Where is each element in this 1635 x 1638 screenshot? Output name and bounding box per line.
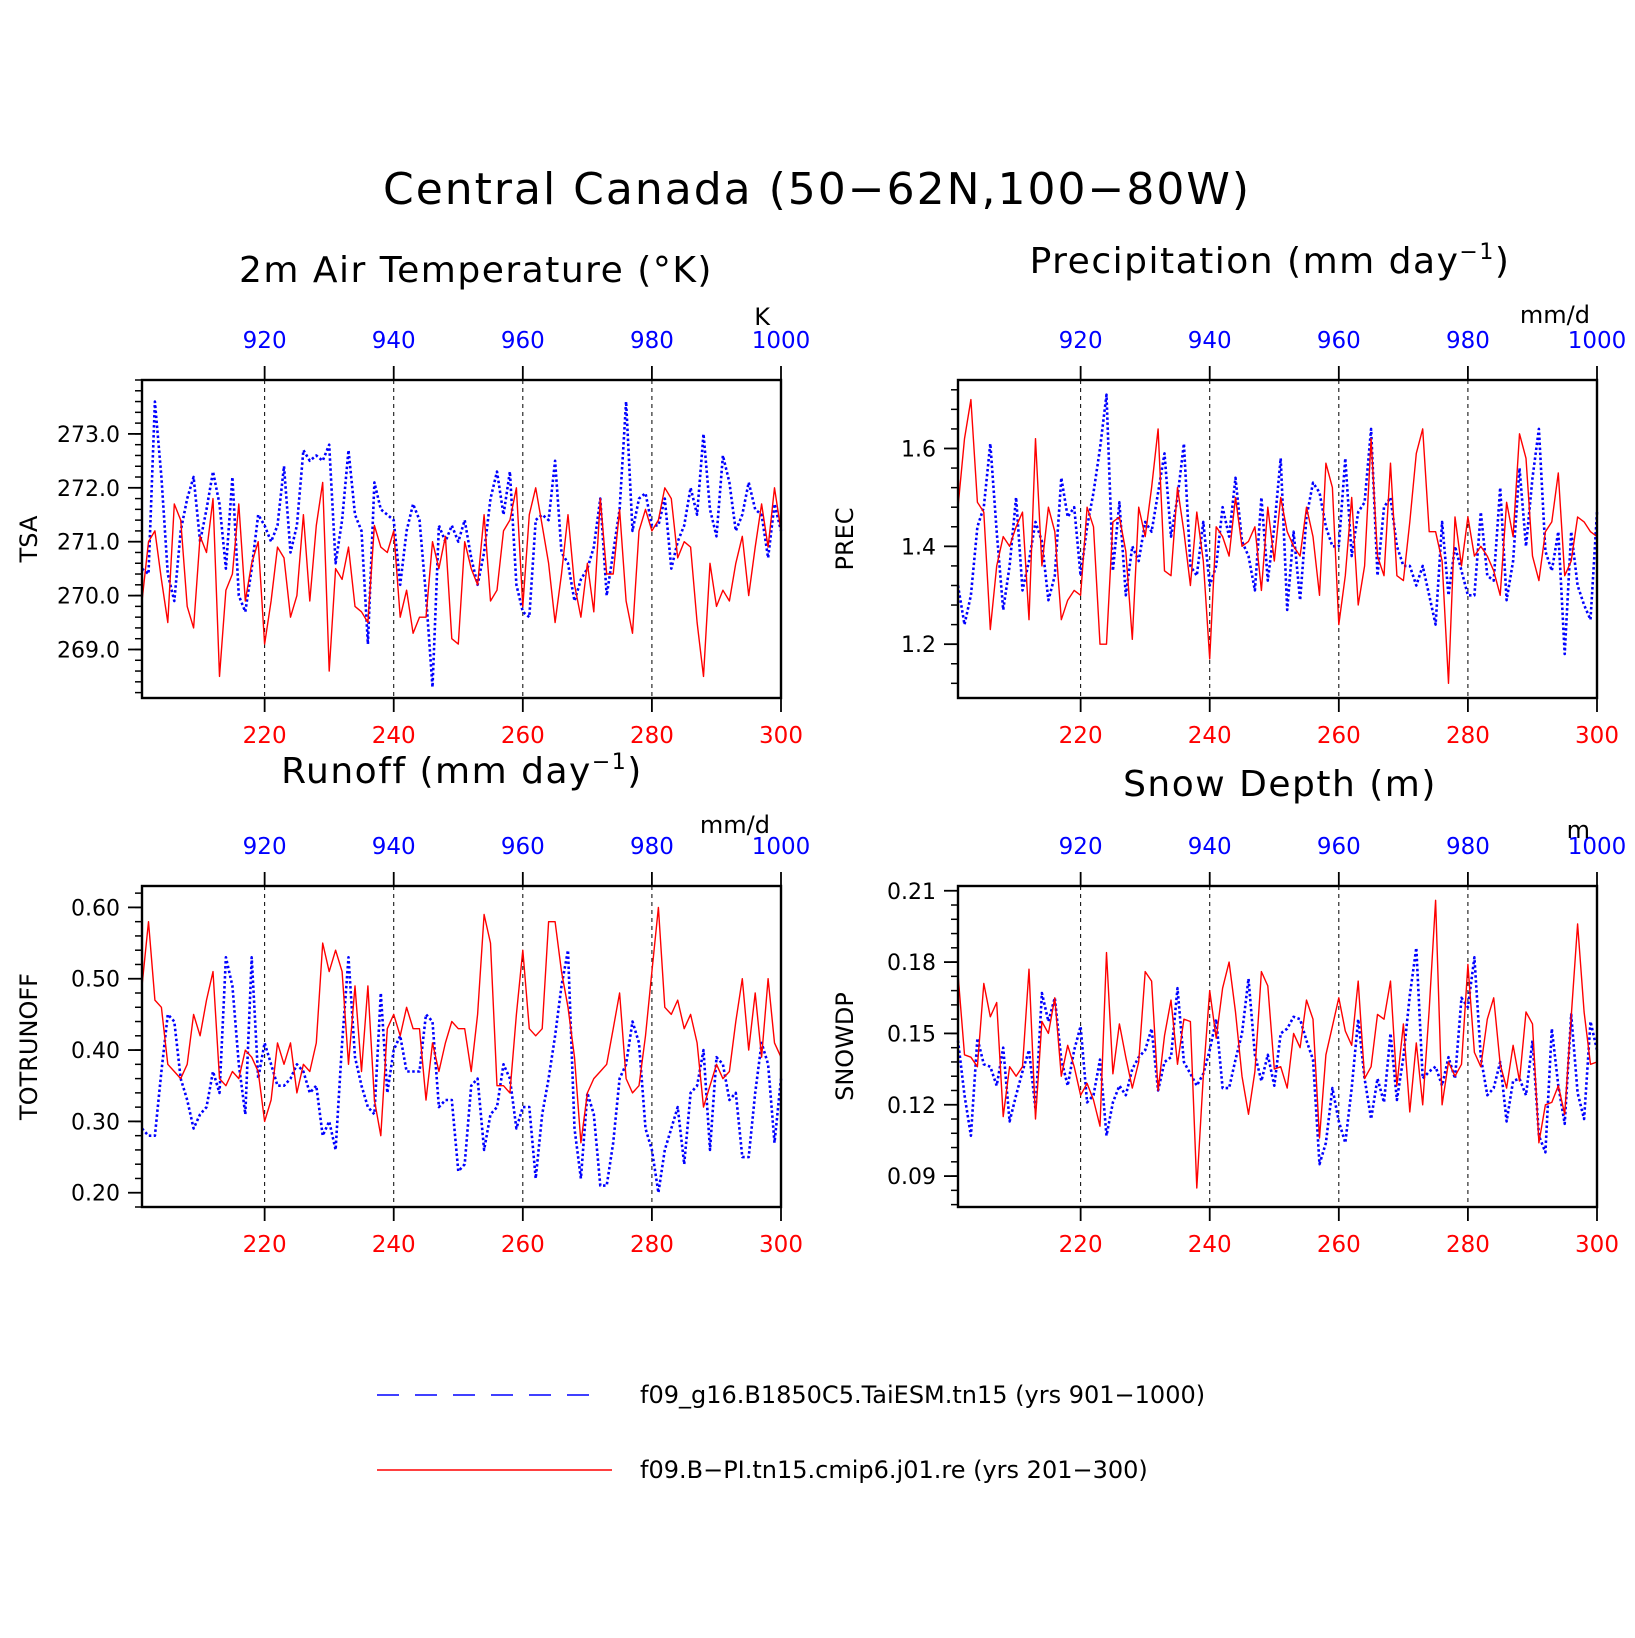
x-tick-label-top: 920 [1059, 834, 1103, 860]
y-axis-label: PREC [831, 507, 859, 570]
x-tick-label-bottom: 240 [1188, 1232, 1232, 1258]
panel-2: 1.2 1.4 1.6 220 240 260 280 300 920 940 960 980 1000… [831, 240, 1626, 749]
x-tick-label-bottom: 240 [1188, 723, 1232, 749]
y-tick-label: 1.2 [901, 633, 936, 658]
x-tick-label-bottom: 280 [630, 723, 674, 749]
panel-title-suffix: ) [627, 751, 643, 792]
x-tick-label-top: 1000 [752, 834, 811, 860]
y-tick-label: 270.0 [57, 585, 120, 610]
x-tick-label-top: 940 [372, 328, 416, 354]
series-line-blue [141, 400, 783, 689]
panel-4: 0.09 0.12 0.15 0.18 0.21 220 240 260 280 300 920 94… [831, 764, 1626, 1258]
panel-title: 2m Air Temperature (°K) [239, 250, 713, 291]
x-tick-label-top: 980 [1446, 834, 1490, 860]
figure-title: Central Canada (50−62N,100−80W) [383, 164, 1251, 215]
x-tick-label-bottom: 220 [1059, 1232, 1103, 1258]
y-tick-label: 0.15 [887, 1022, 936, 1047]
y-tick-label: 0.21 [887, 880, 936, 905]
x-tick-label-bottom: 220 [243, 723, 287, 749]
x-tick-label-top: 920 [243, 328, 287, 354]
series-line-red [957, 899, 1598, 1189]
panel-title: Snow Depth (m) [1123, 764, 1437, 805]
panel-title: Runoff (mm day−1) [281, 750, 643, 792]
plot-frame [956, 884, 1599, 1209]
y-tick-label: 273.0 [57, 423, 120, 448]
series-line-red [957, 398, 1598, 684]
series-line-blue [956, 393, 1599, 656]
series-line-red [141, 481, 782, 678]
panel-3: 0.20 0.30 0.40 0.50 0.60 220 240 260 280 300 920 94… [15, 750, 810, 1258]
x-tick-label-bottom: 300 [1575, 723, 1619, 749]
x-tick-label-top: 940 [1188, 328, 1232, 354]
units-label: mm/d [700, 811, 770, 839]
x-tick-label-top: 960 [1317, 328, 1361, 354]
x-tick-label-top: 960 [1317, 834, 1361, 860]
x-tick-label-top: 1000 [752, 328, 811, 354]
y-tick-label: 1.4 [901, 535, 936, 560]
y-axis-label: SNOWDP [831, 992, 859, 1101]
panel-title: Precipitation (mm day−1) [1030, 240, 1511, 282]
x-tick-label-bottom: 260 [501, 1232, 545, 1258]
y-tick-label: 0.12 [887, 1094, 936, 1119]
panel-title-superscript: −1 [1459, 240, 1494, 265]
x-tick-label-bottom: 260 [1317, 1232, 1361, 1258]
y-tick-label: 0.18 [887, 951, 936, 976]
x-tick-label-top: 940 [372, 834, 416, 860]
units-label: m [1567, 816, 1590, 844]
y-tick-label: 269.0 [57, 638, 120, 663]
series-line-blue [141, 948, 783, 1194]
series-line-blue [956, 946, 1599, 1166]
plot-frame [956, 378, 1599, 700]
x-tick-label-top: 980 [630, 328, 674, 354]
x-tick-label-bottom: 240 [372, 1232, 416, 1258]
y-tick-label: 0.30 [71, 1110, 120, 1135]
y-axis-label: TSA [15, 515, 43, 563]
legend: f09_g16.B1850C5.TaiESM.tn15 (yrs 901−100… [377, 1381, 1205, 1484]
x-tick-label-top: 920 [1059, 328, 1103, 354]
x-tick-label-bottom: 220 [243, 1232, 287, 1258]
legend-label-blue: f09_g16.B1850C5.TaiESM.tn15 (yrs 901−100… [640, 1381, 1205, 1409]
y-tick-label: 0.60 [71, 896, 120, 921]
x-tick-label-top: 980 [630, 834, 674, 860]
plot-frame [140, 378, 783, 700]
series-line-red [141, 906, 782, 1144]
x-tick-label-top: 920 [243, 834, 287, 860]
x-tick-label-top: 1000 [1568, 834, 1627, 860]
x-tick-label-bottom: 300 [759, 1232, 803, 1258]
panels: 269.0 270.0 271.0 272.0 273.0 220 240 260 280 300… [15, 240, 1626, 1258]
x-tick-label-bottom: 260 [1317, 723, 1361, 749]
x-tick-label-bottom: 260 [501, 723, 545, 749]
y-tick-label: 272.0 [57, 477, 120, 502]
x-tick-label-top: 1000 [1568, 328, 1627, 354]
y-tick-label: 0.40 [71, 1039, 120, 1064]
plot-frame [140, 884, 783, 1209]
units-label: K [754, 303, 771, 331]
x-tick-label-bottom: 280 [1446, 1232, 1490, 1258]
panel-title-suffix: ) [1495, 241, 1511, 282]
legend-label-red: f09.B−PI.tn15.cmip6.j01.re (yrs 201−300) [640, 1456, 1148, 1484]
y-tick-label: 0.09 [887, 1165, 936, 1190]
y-axis-label: TOTRUNOFF [15, 973, 43, 1121]
x-tick-label-bottom: 300 [1575, 1232, 1619, 1258]
y-tick-label: 1.6 [901, 437, 936, 462]
x-tick-label-bottom: 220 [1059, 723, 1103, 749]
y-tick-label: 271.0 [57, 531, 120, 556]
x-tick-label-bottom: 300 [759, 723, 803, 749]
x-tick-label-bottom: 280 [1446, 723, 1490, 749]
panel-title-superscript: −1 [592, 750, 627, 775]
y-tick-label: 0.50 [71, 968, 120, 993]
panel-1: 269.0 270.0 271.0 272.0 273.0 220 240 260 280 300… [15, 250, 810, 749]
x-tick-label-top: 940 [1188, 834, 1232, 860]
x-tick-label-top: 980 [1446, 328, 1490, 354]
x-tick-label-bottom: 280 [630, 1232, 674, 1258]
x-tick-label-top: 960 [501, 834, 545, 860]
units-label: mm/d [1520, 301, 1590, 329]
x-tick-label-top: 960 [501, 328, 545, 354]
y-tick-label: 0.20 [71, 1182, 120, 1207]
x-tick-label-bottom: 240 [372, 723, 416, 749]
